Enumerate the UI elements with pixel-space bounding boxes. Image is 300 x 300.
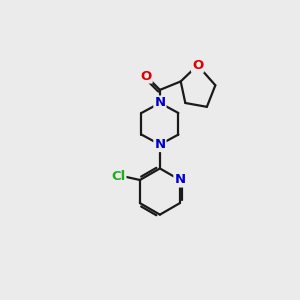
Text: O: O — [140, 70, 152, 83]
Text: N: N — [154, 138, 166, 151]
Text: Cl: Cl — [111, 170, 125, 183]
Text: N: N — [154, 97, 166, 110]
Text: N: N — [174, 173, 185, 187]
Text: O: O — [192, 59, 203, 72]
